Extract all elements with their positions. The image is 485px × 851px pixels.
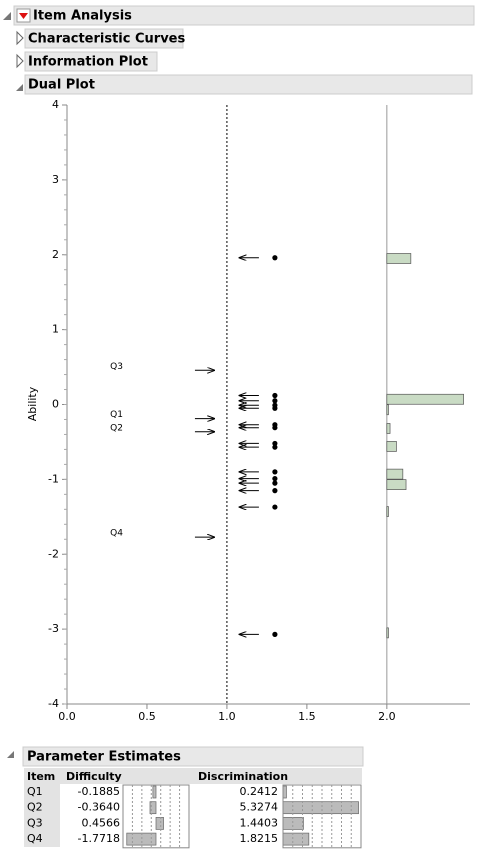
- difficulty-cell: 0.4566: [82, 816, 121, 829]
- column-header: Discrimination: [198, 770, 288, 783]
- y-tick-label: 1: [52, 323, 59, 336]
- item-cell: Q2: [27, 801, 43, 814]
- person-dot: [272, 440, 278, 447]
- discrimination-cell: 1.8215: [240, 832, 279, 845]
- discrimination-bar: [282, 801, 359, 815]
- histogram-bar: [386, 253, 412, 264]
- histogram-bar: [386, 393, 464, 405]
- section-header[interactable]: [24, 28, 184, 49]
- y-tick-label: -2: [48, 547, 59, 560]
- item-label: Q1: [110, 410, 123, 420]
- y-tick-label: -4: [48, 697, 59, 710]
- table-header-row: [24, 768, 362, 784]
- difficulty-cell: -1.7718: [78, 832, 120, 845]
- disclosure-icon[interactable]: [16, 30, 24, 46]
- person-dot: [272, 488, 278, 494]
- section-header[interactable]: [24, 51, 158, 72]
- difficulty-bar: [152, 785, 157, 799]
- person-dot: [272, 405, 278, 411]
- y-tick-label: 0: [52, 398, 59, 411]
- histogram-bar: [386, 479, 407, 490]
- x-tick-label: 0.5: [138, 710, 156, 723]
- item-cell: Q4: [27, 832, 43, 845]
- difficulty-cell: -0.1885: [78, 785, 120, 798]
- discrimination-bar: [282, 785, 287, 799]
- discrimination-cell: 1.4403: [240, 816, 279, 829]
- disclosure-icon[interactable]: [7, 751, 14, 758]
- person-dot: [272, 392, 278, 399]
- x-tick-label: 0.0: [58, 710, 76, 723]
- column-header: Difficulty: [66, 770, 122, 783]
- y-tick-label: -1: [48, 472, 59, 485]
- histogram-bar: [386, 468, 404, 480]
- x-tick-label: 2.0: [378, 710, 396, 723]
- discrimination-bar: [282, 817, 304, 830]
- section-title: Dual Plot: [28, 78, 95, 93]
- menu-icon: [19, 13, 28, 19]
- item-label: Q4: [110, 529, 123, 539]
- section-title: Information Plot: [28, 55, 148, 70]
- y-axis-label: Ability: [26, 386, 39, 421]
- item-cell: Q1: [27, 785, 43, 798]
- discrimination-cell: 5.3274: [240, 801, 279, 814]
- histogram-bar: [386, 506, 389, 517]
- item-label: Q2: [110, 423, 123, 433]
- item-cell: Q3: [27, 816, 43, 829]
- histogram-bar: [386, 441, 397, 452]
- item-label: Q3: [110, 362, 123, 372]
- discrimination-bar: [282, 832, 310, 846]
- bar-frame: [122, 784, 190, 849]
- x-tick-label: 1.0: [218, 710, 236, 723]
- person-dot: [272, 444, 278, 450]
- person-dot: [272, 504, 278, 510]
- person-dot: [272, 255, 278, 261]
- histogram-bar: [386, 627, 389, 639]
- x-tick-label: 1.5: [298, 710, 316, 723]
- section-title: Parameter Estimates: [27, 750, 181, 765]
- y-tick-label: 3: [52, 173, 59, 186]
- outline-header[interactable]: [13, 5, 475, 26]
- difficulty-bar: [149, 801, 157, 815]
- person-dot: [272, 480, 278, 486]
- disclosure-icon[interactable]: [16, 53, 24, 69]
- section-header[interactable]: [22, 746, 364, 767]
- y-tick-label: 4: [52, 98, 59, 111]
- outline-title: Item Analysis: [33, 9, 132, 24]
- person-dot: [272, 476, 278, 482]
- person-dot: [272, 469, 278, 475]
- person-dot: [272, 425, 278, 431]
- disclosure-icon[interactable]: [16, 84, 23, 91]
- difficulty-bar: [155, 817, 164, 830]
- y-tick-label: 2: [52, 248, 59, 261]
- person-dot: [272, 631, 278, 637]
- difficulty-cell: -0.3640: [78, 801, 120, 814]
- section-header[interactable]: [24, 74, 473, 95]
- histogram-bar: [386, 404, 389, 416]
- section-title: Characteristic Curves: [28, 32, 185, 47]
- disclosure-icon[interactable]: [3, 12, 11, 20]
- column-header: Item: [27, 770, 55, 783]
- discrimination-cell: 0.2412: [240, 785, 279, 798]
- y-tick-label: -3: [48, 622, 59, 635]
- row-label-column: [24, 784, 60, 847]
- histogram-bar: [386, 423, 391, 434]
- person-dot: [272, 398, 278, 404]
